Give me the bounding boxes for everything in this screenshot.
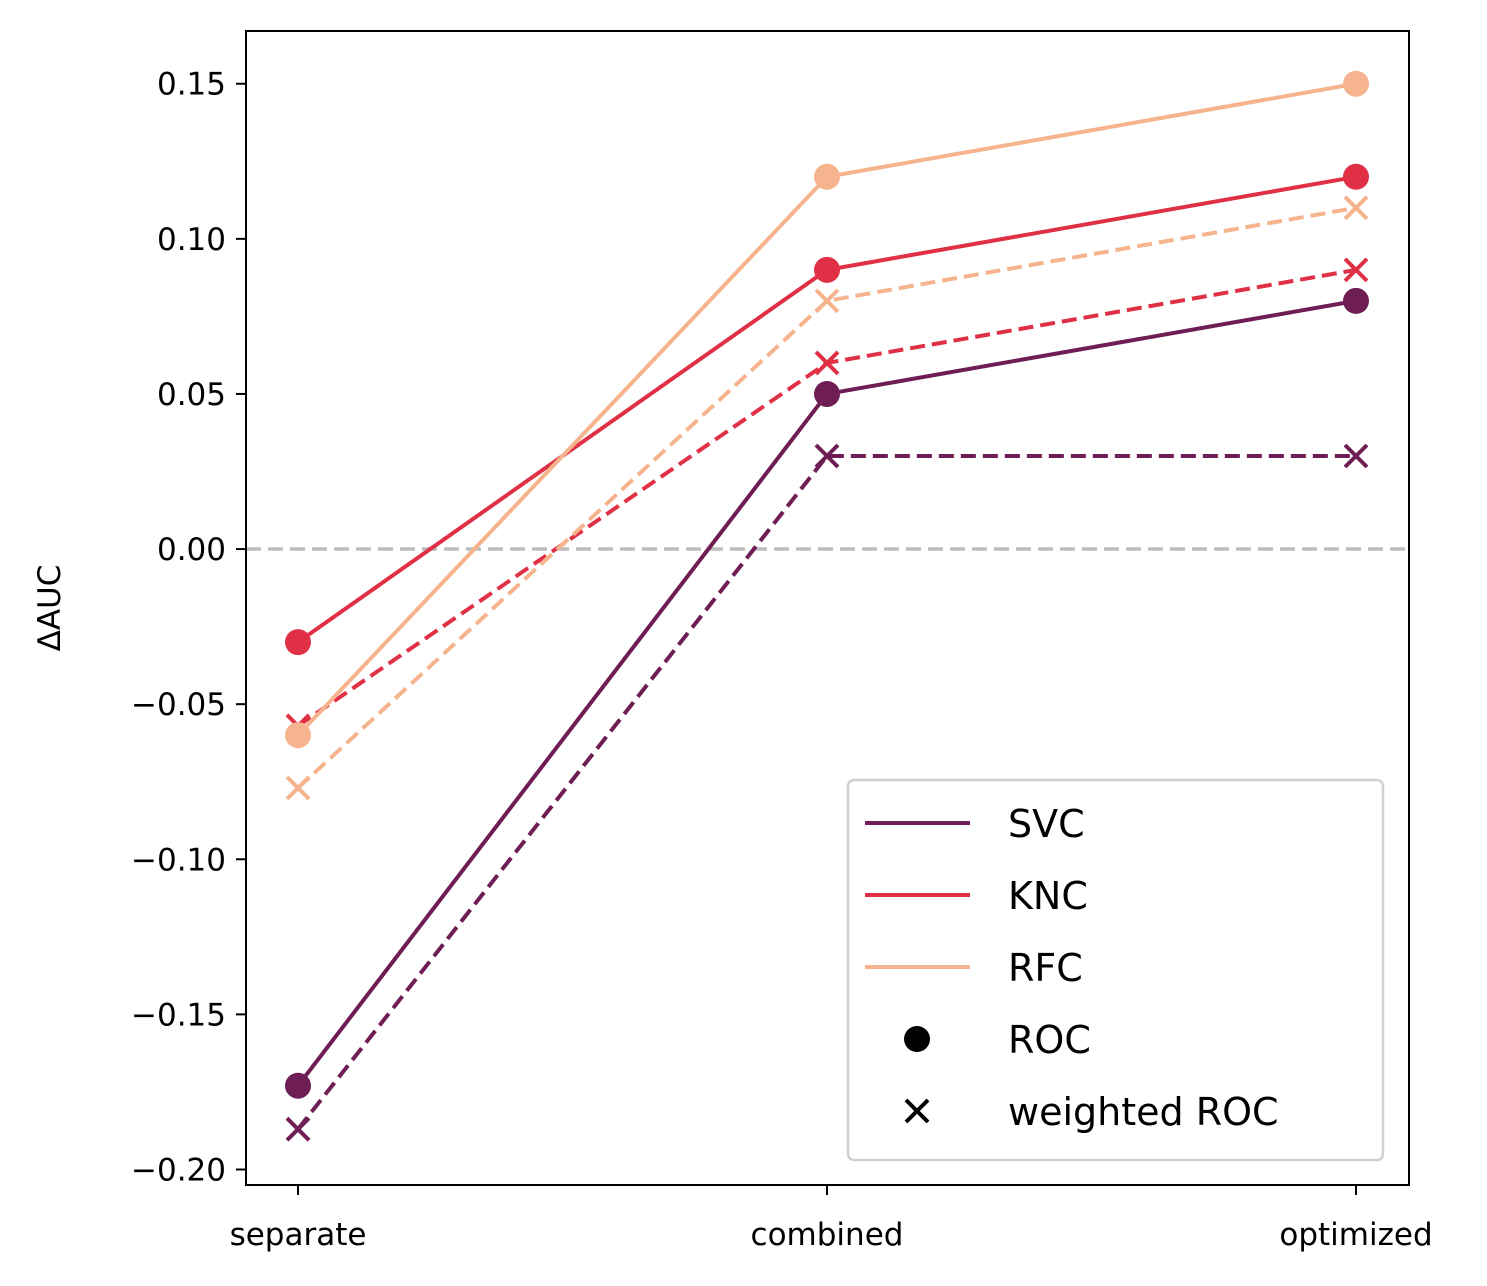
x-tick-label: separate — [230, 1217, 367, 1253]
point-svc-weighted-roc-optimized — [1343, 443, 1369, 469]
legend-swatch — [904, 1026, 930, 1052]
y-axis-label: ΔAUC — [32, 565, 68, 652]
y-tick-label: −0.15 — [131, 997, 226, 1033]
point-rfc-weighted-roc-combined — [814, 288, 840, 314]
series-svc-weighted-roc — [285, 443, 1369, 1142]
y-tick-label: −0.05 — [131, 687, 226, 723]
legend-label: SVC — [1008, 802, 1085, 846]
legend-item-knc: KNC — [865, 874, 1088, 918]
legend-item-svc: SVC — [865, 802, 1085, 846]
point-knc-roc-optimized — [1343, 163, 1369, 190]
point-svc-roc-combined — [814, 380, 840, 407]
legend-item-rfc: RFC — [865, 946, 1083, 990]
point-knc-roc-combined — [814, 256, 840, 283]
legend-item-weighted-roc: weighted ROC — [904, 1090, 1279, 1134]
series-rfc-roc — [285, 70, 1369, 749]
point-rfc-roc-optimized — [1343, 70, 1369, 97]
point-svc-roc-separate — [285, 1072, 311, 1099]
legend-label: ROC — [1008, 1018, 1091, 1062]
y-tick-label: 0.15 — [157, 67, 226, 103]
x-tick-label: optimized — [1279, 1217, 1432, 1253]
series-svc-roc — [285, 287, 1369, 1099]
legend-label: KNC — [1008, 874, 1088, 918]
point-rfc-roc-combined — [814, 163, 840, 190]
point-knc-roc-separate — [285, 629, 311, 656]
point-knc-weighted-roc-combined — [814, 350, 840, 376]
legend-label: RFC — [1008, 946, 1083, 990]
y-tick-label: 0.00 — [157, 532, 226, 568]
point-rfc-weighted-roc-separate — [285, 775, 311, 801]
legend-label: weighted ROC — [1008, 1090, 1279, 1134]
y-tick-label: −0.10 — [131, 842, 226, 878]
point-rfc-roc-separate — [285, 722, 311, 749]
x-tick-label: combined — [751, 1217, 904, 1253]
series-knc-roc — [285, 163, 1369, 656]
legend-swatch — [904, 1098, 930, 1124]
legend-box — [846, 778, 1385, 1162]
point-svc-weighted-roc-combined — [814, 443, 840, 469]
legend-item-roc: ROC — [904, 1018, 1091, 1062]
y-tick-label: 0.10 — [157, 222, 226, 258]
point-svc-weighted-roc-separate — [285, 1116, 311, 1142]
point-svc-roc-optimized — [1343, 287, 1369, 314]
point-knc-weighted-roc-optimized — [1343, 257, 1369, 283]
y-tick-label: 0.05 — [157, 377, 226, 413]
series-rfc-weighted-roc — [285, 195, 1369, 801]
point-rfc-weighted-roc-optimized — [1343, 195, 1369, 221]
y-tick-label: −0.20 — [131, 1152, 226, 1188]
